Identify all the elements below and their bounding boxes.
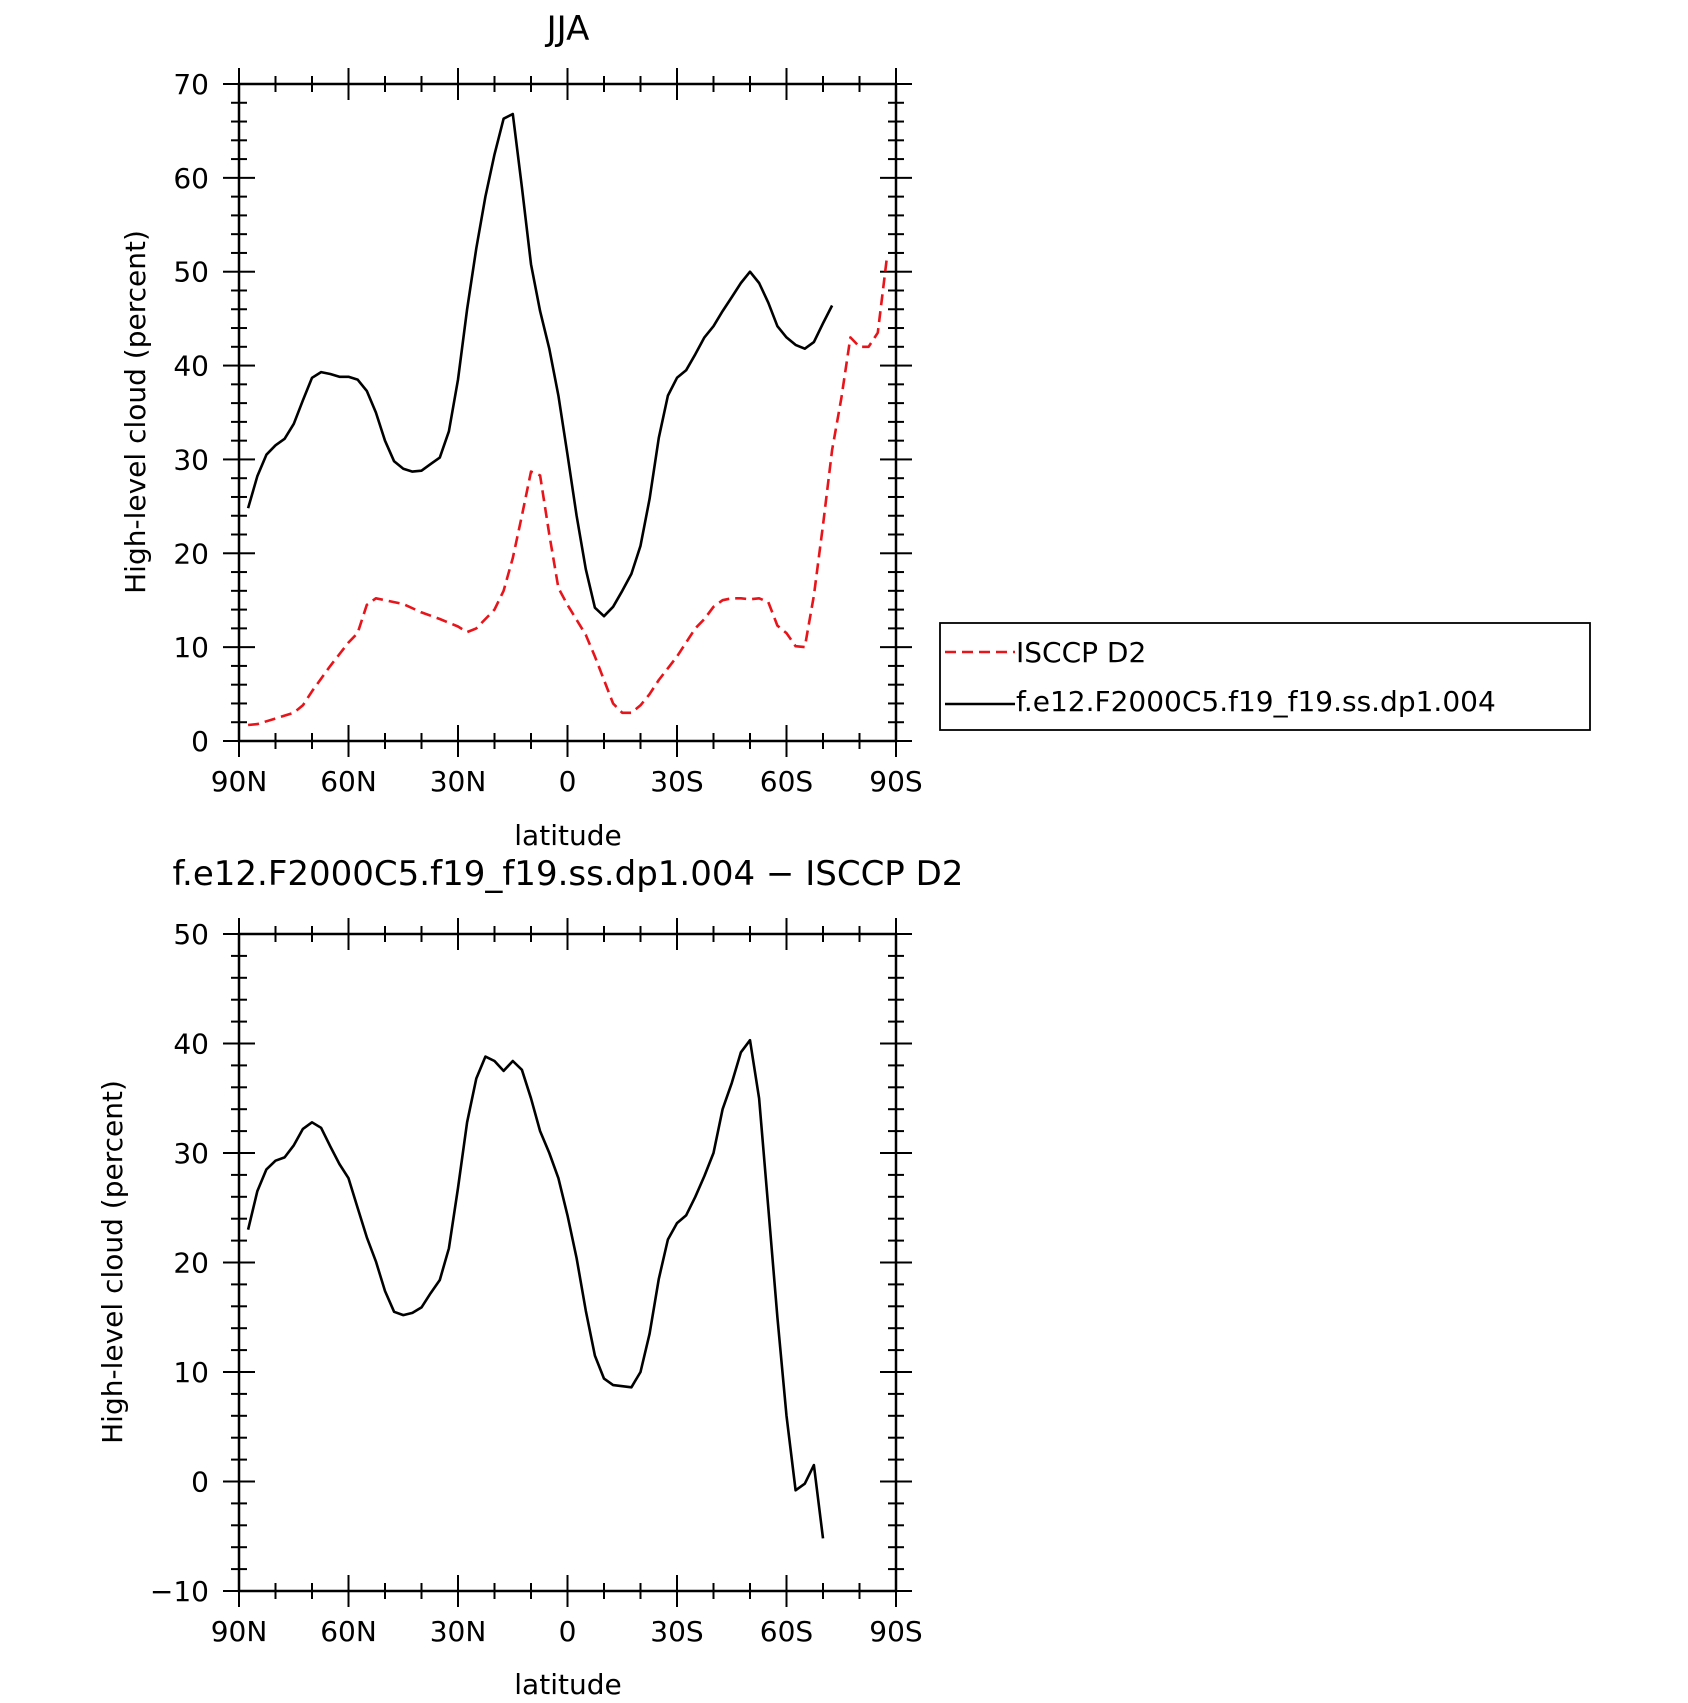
x-tick-label: 90N bbox=[211, 1615, 268, 1648]
legend: ISCCP D2 f.e12.F2000C5.f19_f19.ss.dp1.00… bbox=[939, 622, 1591, 731]
bottom-x-tick-labels: 90N 60N 30N 0 30S 60S 90S bbox=[211, 1615, 923, 1648]
top-chart-title: JJA bbox=[545, 9, 590, 49]
x-tick-label: 30N bbox=[430, 765, 487, 798]
y-tick-label: 30 bbox=[173, 443, 209, 476]
bottom-ticks bbox=[223, 918, 912, 1607]
x-tick-label: 60S bbox=[760, 765, 813, 798]
y-tick-label: 40 bbox=[173, 1028, 209, 1061]
y-tick-label: 20 bbox=[173, 537, 209, 570]
x-tick-label: 90N bbox=[211, 765, 268, 798]
series-line-model bbox=[246, 112, 834, 618]
y-tick-label: 50 bbox=[173, 918, 209, 951]
top-series-lines bbox=[246, 112, 889, 727]
top-panel: JJA 90N 60N 30N 0 30S 60S 90S 010203040506070 … bbox=[119, 9, 923, 852]
y-tick-label: 20 bbox=[173, 1247, 209, 1280]
bottom-series-lines bbox=[246, 1038, 825, 1539]
bottom-y-axis-label: High-level cloud (percent) bbox=[96, 1080, 129, 1444]
x-tick-label: 60N bbox=[320, 765, 377, 798]
x-tick-label: 90S bbox=[869, 1615, 922, 1648]
top-y-axis-label: High-level cloud (percent) bbox=[119, 230, 152, 594]
y-tick-label: 60 bbox=[173, 162, 209, 195]
y-tick-label: 40 bbox=[173, 350, 209, 383]
y-tick-label: −10 bbox=[150, 1575, 209, 1608]
x-tick-label: 0 bbox=[559, 1615, 577, 1648]
x-tick-label: 30S bbox=[650, 765, 703, 798]
top-plot-frame bbox=[237, 82, 898, 743]
bottom-panel: f.e12.F2000C5.f19_f19.ss.dp1.004 − ISCCP… bbox=[96, 854, 963, 1701]
top-ticks bbox=[223, 68, 912, 757]
bottom-chart-title: f.e12.F2000C5.f19_f19.ss.dp1.004 − ISCCP… bbox=[173, 854, 964, 894]
top-x-tick-labels: 90N 60N 30N 0 30S 60S 90S bbox=[211, 765, 923, 798]
series-line-isccp-d2 bbox=[247, 257, 889, 727]
y-tick-label: 0 bbox=[191, 725, 209, 758]
y-tick-label: 50 bbox=[173, 256, 209, 289]
x-tick-label: 60S bbox=[760, 1615, 813, 1648]
y-tick-label: 10 bbox=[173, 631, 209, 664]
y-tick-label: 10 bbox=[173, 1356, 209, 1389]
series-line-model-difference bbox=[246, 1038, 825, 1539]
y-tick-label: 70 bbox=[173, 68, 209, 101]
bottom-x-axis-label: latitude bbox=[514, 1668, 621, 1701]
y-tick-label: 30 bbox=[173, 1137, 209, 1170]
top-y-tick-labels: 0 10 20 30 40 50 60 70 bbox=[173, 68, 209, 758]
top-x-axis-label: latitude bbox=[514, 819, 621, 852]
y-tick-label: 0 bbox=[191, 1466, 209, 1499]
x-tick-label: 0 bbox=[559, 765, 577, 798]
legend-label-isccp: ISCCP D2 bbox=[1016, 636, 1146, 669]
bottom-y-tick-labels: −10 0 10 20 30 40 50 bbox=[150, 918, 209, 1608]
legend-box bbox=[939, 622, 1591, 731]
x-tick-label: 90S bbox=[869, 765, 922, 798]
bottom-plot-frame bbox=[237, 932, 898, 1593]
x-tick-label: 60N bbox=[320, 1615, 377, 1648]
x-tick-label: 30N bbox=[430, 1615, 487, 1648]
x-tick-label: 30S bbox=[650, 1615, 703, 1648]
legend-label-model: f.e12.F2000C5.f19_f19.ss.dp1.004 bbox=[1016, 685, 1496, 718]
